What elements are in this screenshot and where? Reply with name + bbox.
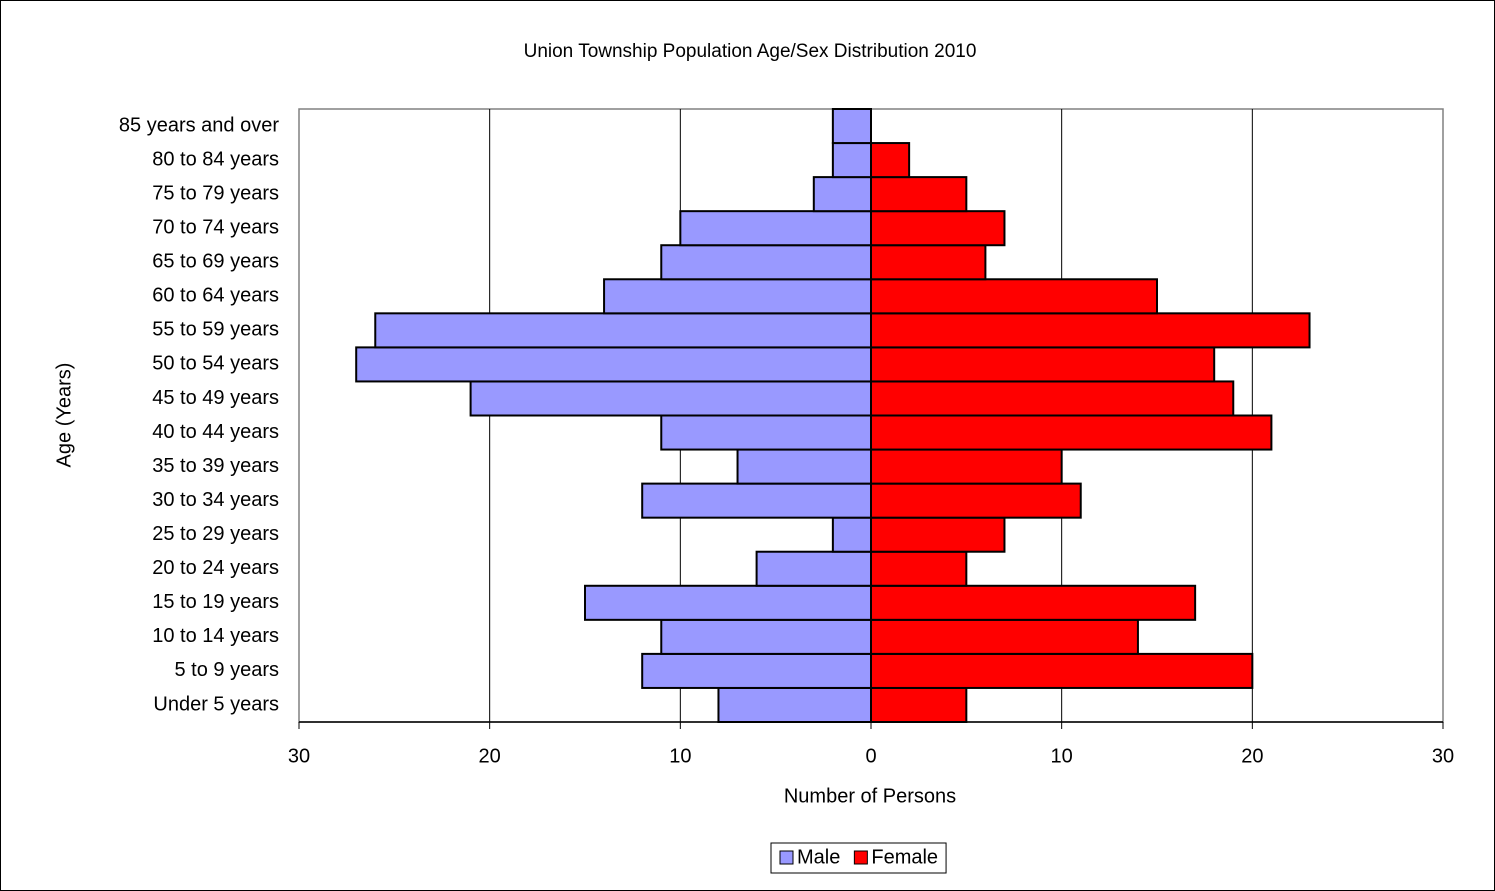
x-tick-label: 30 [1432,745,1454,767]
bar [641,652,873,689]
y-axis-label: Age (Years) [53,363,75,468]
bar [870,584,1197,621]
x-tick-label: 10 [669,745,691,767]
y-tick-label: 85 years and over [119,114,279,136]
bar [755,550,872,587]
bar [870,516,1006,553]
y-tick-label: 60 to 64 years [152,285,279,307]
bar [831,142,872,179]
y-tick-label: 30 to 34 years [152,489,279,511]
bar [870,380,1235,417]
x-tick-label: 10 [1051,745,1073,767]
y-tick-label: 55 to 59 years [152,319,279,341]
bar [870,142,911,179]
bar [355,346,872,383]
chart-title: Union Township Population Age/Sex Distri… [524,41,977,62]
y-tick-label: 70 to 74 years [152,216,279,238]
bar [870,278,1158,315]
y-tick-label: 10 to 14 years [152,625,279,647]
bar [870,244,987,281]
bar [870,176,968,213]
bar [717,686,873,724]
bar [870,448,1063,485]
y-tick-label: Under 5 years [153,693,279,715]
legend: Male Female [770,842,947,874]
bar [870,686,968,724]
legend-label: Female [871,846,938,868]
bar [374,312,872,349]
x-tick-label: 20 [1241,745,1263,767]
x-tick-label: 0 [865,745,876,767]
y-tick-label: 80 to 84 years [152,148,279,170]
bar [812,176,872,213]
bar [831,516,872,553]
bar [870,618,1139,655]
bar [870,482,1082,519]
y-tick-label: 35 to 39 years [152,455,279,477]
bar [641,482,873,519]
bar [660,244,872,281]
bar [584,584,872,621]
bar [603,278,872,315]
legend-label: Male [797,846,840,868]
bar [831,108,872,145]
bar [870,414,1273,451]
bar [679,210,872,247]
y-tick-label: 75 to 79 years [152,182,279,204]
y-tick-label: 50 to 54 years [152,353,279,375]
y-tick-label: 25 to 29 years [152,523,279,545]
legend-swatch [779,850,794,865]
bar [870,312,1311,349]
x-tick-label: 20 [479,745,501,767]
y-tick-label: 5 to 9 years [174,659,279,681]
bar [736,448,872,485]
bar [660,414,872,451]
y-tick-label: 45 to 49 years [152,387,279,409]
y-tick-label: 15 to 19 years [152,591,279,613]
y-tick-label: 20 to 24 years [152,557,279,579]
x-tick-label: 30 [288,745,310,767]
legend-swatch [853,850,868,865]
x-axis-label: Number of Persons [784,785,956,807]
bar [469,380,872,417]
y-tick-label: 40 to 44 years [152,421,279,443]
bar [870,210,1006,247]
bar [870,346,1216,383]
bar [870,652,1254,689]
bar [870,550,968,587]
bar [660,618,872,655]
y-tick-label: 65 to 69 years [152,251,279,273]
